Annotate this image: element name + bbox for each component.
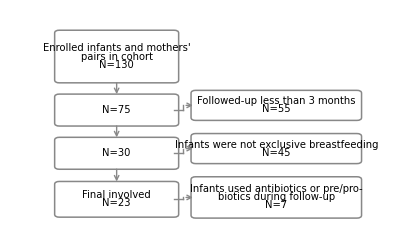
Text: Infants used antibiotics or pre/pro-: Infants used antibiotics or pre/pro-	[190, 184, 363, 194]
Text: Final involved: Final involved	[82, 190, 151, 200]
Text: N=130: N=130	[99, 60, 134, 70]
Text: N=23: N=23	[102, 198, 131, 208]
FancyBboxPatch shape	[55, 182, 179, 217]
Text: pairs in cohort: pairs in cohort	[81, 51, 153, 61]
FancyBboxPatch shape	[191, 133, 362, 164]
Text: Infants were not exclusive breastfeeding: Infants were not exclusive breastfeeding	[174, 140, 378, 150]
FancyBboxPatch shape	[55, 94, 179, 126]
Text: N=45: N=45	[262, 148, 290, 158]
Text: biotics during follow-up: biotics during follow-up	[218, 193, 335, 203]
FancyBboxPatch shape	[191, 90, 362, 120]
Text: N=30: N=30	[102, 148, 131, 158]
FancyBboxPatch shape	[55, 137, 179, 169]
Text: N=55: N=55	[262, 104, 291, 114]
FancyBboxPatch shape	[55, 30, 179, 83]
Text: N=75: N=75	[102, 105, 131, 115]
FancyBboxPatch shape	[191, 177, 362, 218]
Text: Followed-up less than 3 months: Followed-up less than 3 months	[197, 96, 356, 106]
Text: N=7: N=7	[265, 201, 288, 211]
Text: Enrolled infants and mothers': Enrolled infants and mothers'	[43, 43, 190, 53]
